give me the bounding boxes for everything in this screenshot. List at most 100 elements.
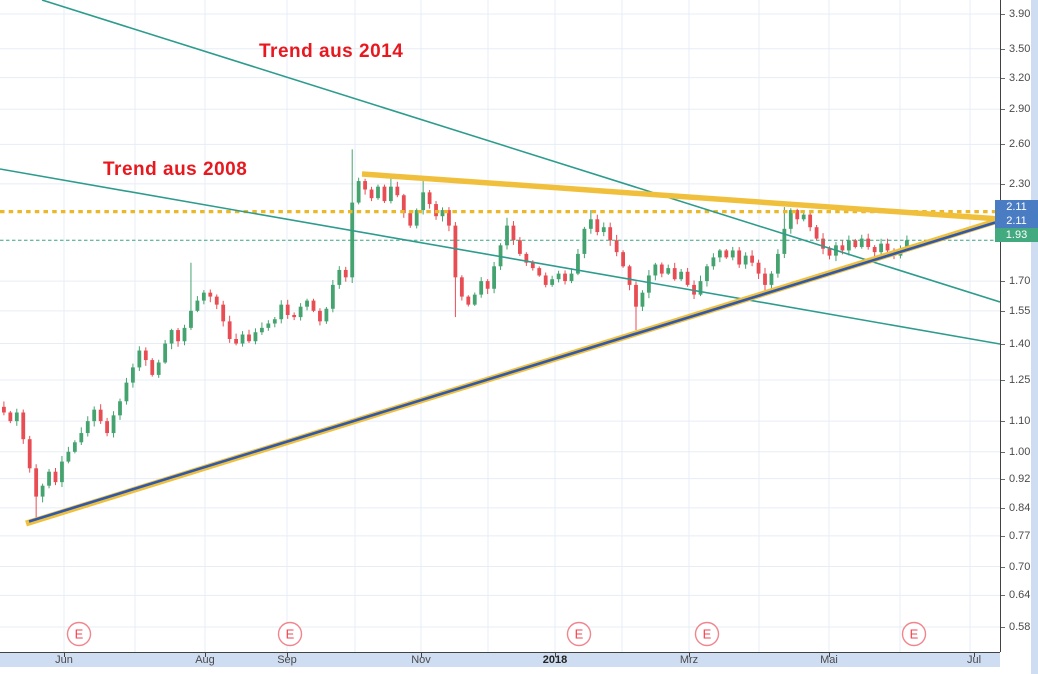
- candle-up: [640, 292, 645, 307]
- candle-up: [92, 409, 97, 422]
- candle-up: [601, 227, 606, 233]
- candle-down: [453, 225, 458, 278]
- price-tick: [1001, 380, 1005, 381]
- candle-down: [395, 186, 400, 196]
- candle-down: [485, 281, 490, 289]
- price-tick: [1001, 507, 1005, 509]
- earnings-marker-icon[interactable]: [66, 621, 92, 647]
- candle-up: [588, 219, 593, 229]
- candle-down: [53, 471, 58, 483]
- candle-up: [298, 306, 303, 318]
- earnings-marker-letter: E: [703, 627, 712, 642]
- candle-up: [195, 300, 200, 311]
- price-tick-label: 1.40: [1009, 337, 1031, 350]
- earnings-marker-letter: E: [910, 627, 919, 642]
- candle-down: [21, 412, 26, 440]
- trend-2014-line[interactable]: [41, 0, 1000, 303]
- candle-up: [111, 415, 116, 434]
- candle-up: [576, 253, 580, 274]
- price-tick-label: 1.10: [1009, 415, 1031, 428]
- annotation-trend-aus-2008[interactable]: Trend aus 2008: [103, 159, 248, 180]
- candle-down: [563, 273, 567, 282]
- candle-up: [201, 292, 206, 301]
- candle-down: [343, 269, 348, 278]
- trend-2008-line[interactable]: [0, 168, 1000, 345]
- candle-up: [879, 243, 883, 253]
- candle-down: [234, 338, 238, 344]
- candle-up: [124, 382, 129, 402]
- earnings-marker-icon[interactable]: [277, 621, 303, 647]
- candle-down: [8, 412, 13, 422]
- candle-up: [131, 367, 135, 383]
- price-tick: [1001, 421, 1005, 423]
- candle-down: [608, 227, 613, 241]
- price-badge-last-price: 1.93: [995, 228, 1038, 242]
- candle-down: [595, 219, 600, 233]
- price-tick-label: 1.25: [1009, 374, 1031, 386]
- candle-up: [389, 186, 393, 202]
- month-label-Aug: Aug: [195, 654, 215, 666]
- candle-down: [614, 240, 619, 253]
- candle-down: [621, 252, 625, 267]
- price-tick-label: 1.55: [1009, 304, 1031, 317]
- price-tick: [1001, 13, 1005, 15]
- page-right-margin: [1031, 0, 1038, 674]
- candle-down: [34, 468, 39, 497]
- candle-down: [143, 350, 148, 361]
- candle-up: [356, 181, 361, 203]
- month-label-Nov: Nov: [411, 654, 431, 666]
- price-tick: [1001, 310, 1005, 312]
- time-axis[interactable]: Jun Aug Sep Nov 2018 Mrz Mai Jul: [0, 652, 1000, 667]
- candle-down: [408, 213, 413, 226]
- month-tick: [555, 653, 556, 657]
- candle-up: [266, 323, 271, 328]
- earnings-marker-icon[interactable]: [694, 621, 720, 647]
- candle-up: [324, 308, 329, 322]
- candle-down: [672, 268, 677, 280]
- price-tick: [1001, 281, 1005, 283]
- candle-up: [66, 451, 71, 462]
- candle-up: [182, 327, 187, 342]
- rising-support-navy[interactable]: [28, 219, 1000, 523]
- candle-up: [240, 334, 245, 344]
- candle-up: [40, 485, 45, 497]
- candle-down: [756, 262, 761, 274]
- candle-down: [285, 304, 290, 315]
- earnings-marker-letter: E: [75, 627, 84, 642]
- earnings-marker-icon[interactable]: [901, 621, 927, 647]
- candle-up: [550, 279, 555, 285]
- candle-down: [311, 300, 316, 311]
- candle-up: [846, 240, 851, 251]
- earnings-marker-icon[interactable]: [566, 621, 592, 647]
- candle-up: [776, 253, 780, 274]
- month-tick: [974, 653, 975, 657]
- candle-down: [208, 292, 213, 297]
- price-tick-label: 1.00: [1009, 445, 1031, 458]
- candle-up: [163, 343, 168, 363]
- candle-down: [840, 245, 845, 251]
- candle-up: [782, 228, 787, 254]
- candle-down: [634, 284, 638, 307]
- price-tick: [1001, 451, 1005, 453]
- candle-up: [189, 310, 193, 328]
- candle-up: [440, 210, 445, 217]
- candle-up: [705, 266, 709, 282]
- falling-resistance-yellow[interactable]: [361, 171, 1000, 222]
- price-tick-label: 2.60: [1009, 138, 1031, 151]
- price-tick: [1001, 627, 1005, 629]
- month-label-Sep: Sep: [277, 654, 297, 666]
- month-tick: [829, 653, 830, 657]
- price-tick: [1001, 595, 1005, 597]
- candle-down: [98, 409, 103, 422]
- candle-down: [382, 186, 387, 202]
- candle-down: [685, 271, 690, 285]
- candle-up: [156, 362, 161, 375]
- candle-up: [14, 412, 19, 422]
- candle-up: [666, 268, 671, 274]
- candle-down: [27, 439, 32, 469]
- annotation-trend-aus-2014[interactable]: Trend aus 2014: [259, 41, 404, 62]
- candle-up: [85, 421, 90, 434]
- price-tick-label: 2.30: [1009, 177, 1031, 190]
- price-axis[interactable]: 3.90 3.50 3.20 2.90 2.60 2.30 1.70 1.55 1.40 1.25…: [1000, 0, 1032, 652]
